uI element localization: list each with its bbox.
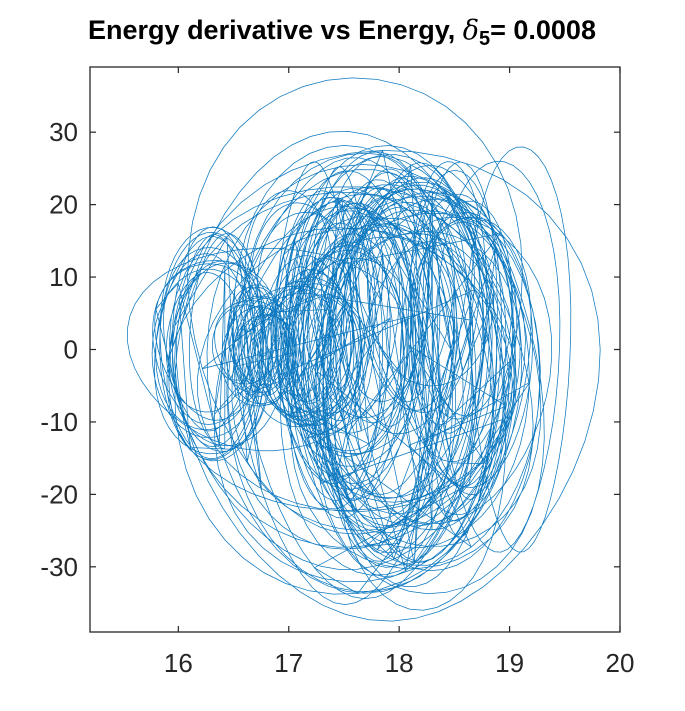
x-tick-label: 18 [385, 648, 414, 678]
y-tick-label: 10 [49, 262, 78, 292]
x-axis: 16 17 18 19 20 [164, 67, 635, 678]
plot-area: 16 17 18 19 20 30 20 10 0 -10 -20 -30 [40, 66, 635, 678]
y-tick-label: 20 [49, 190, 78, 220]
chart-title-subscript: 5 [479, 28, 490, 50]
y-tick-label: -30 [40, 552, 78, 582]
x-tick-label: 19 [495, 648, 524, 678]
trajectory-line [127, 77, 601, 622]
trajectory-path [127, 77, 601, 622]
y-tick-label: -20 [40, 479, 78, 509]
chart-title-main: Energy derivative vs Energy, [88, 15, 463, 45]
y-axis: 30 20 10 0 -10 -20 -30 [40, 117, 620, 582]
y-tick-label: 0 [64, 335, 78, 365]
chart-title-value: = 0.0008 [490, 15, 596, 45]
y-tick-label: 30 [49, 117, 78, 147]
x-tick-label: 16 [164, 648, 193, 678]
x-tick-label: 17 [274, 648, 303, 678]
y-tick-label: -10 [40, 407, 78, 437]
chart-title-symbol: δ [463, 15, 479, 46]
x-tick-label: 20 [606, 648, 635, 678]
chart-title: Energy derivative vs Energy, δ5= 0.0008 [88, 15, 596, 50]
